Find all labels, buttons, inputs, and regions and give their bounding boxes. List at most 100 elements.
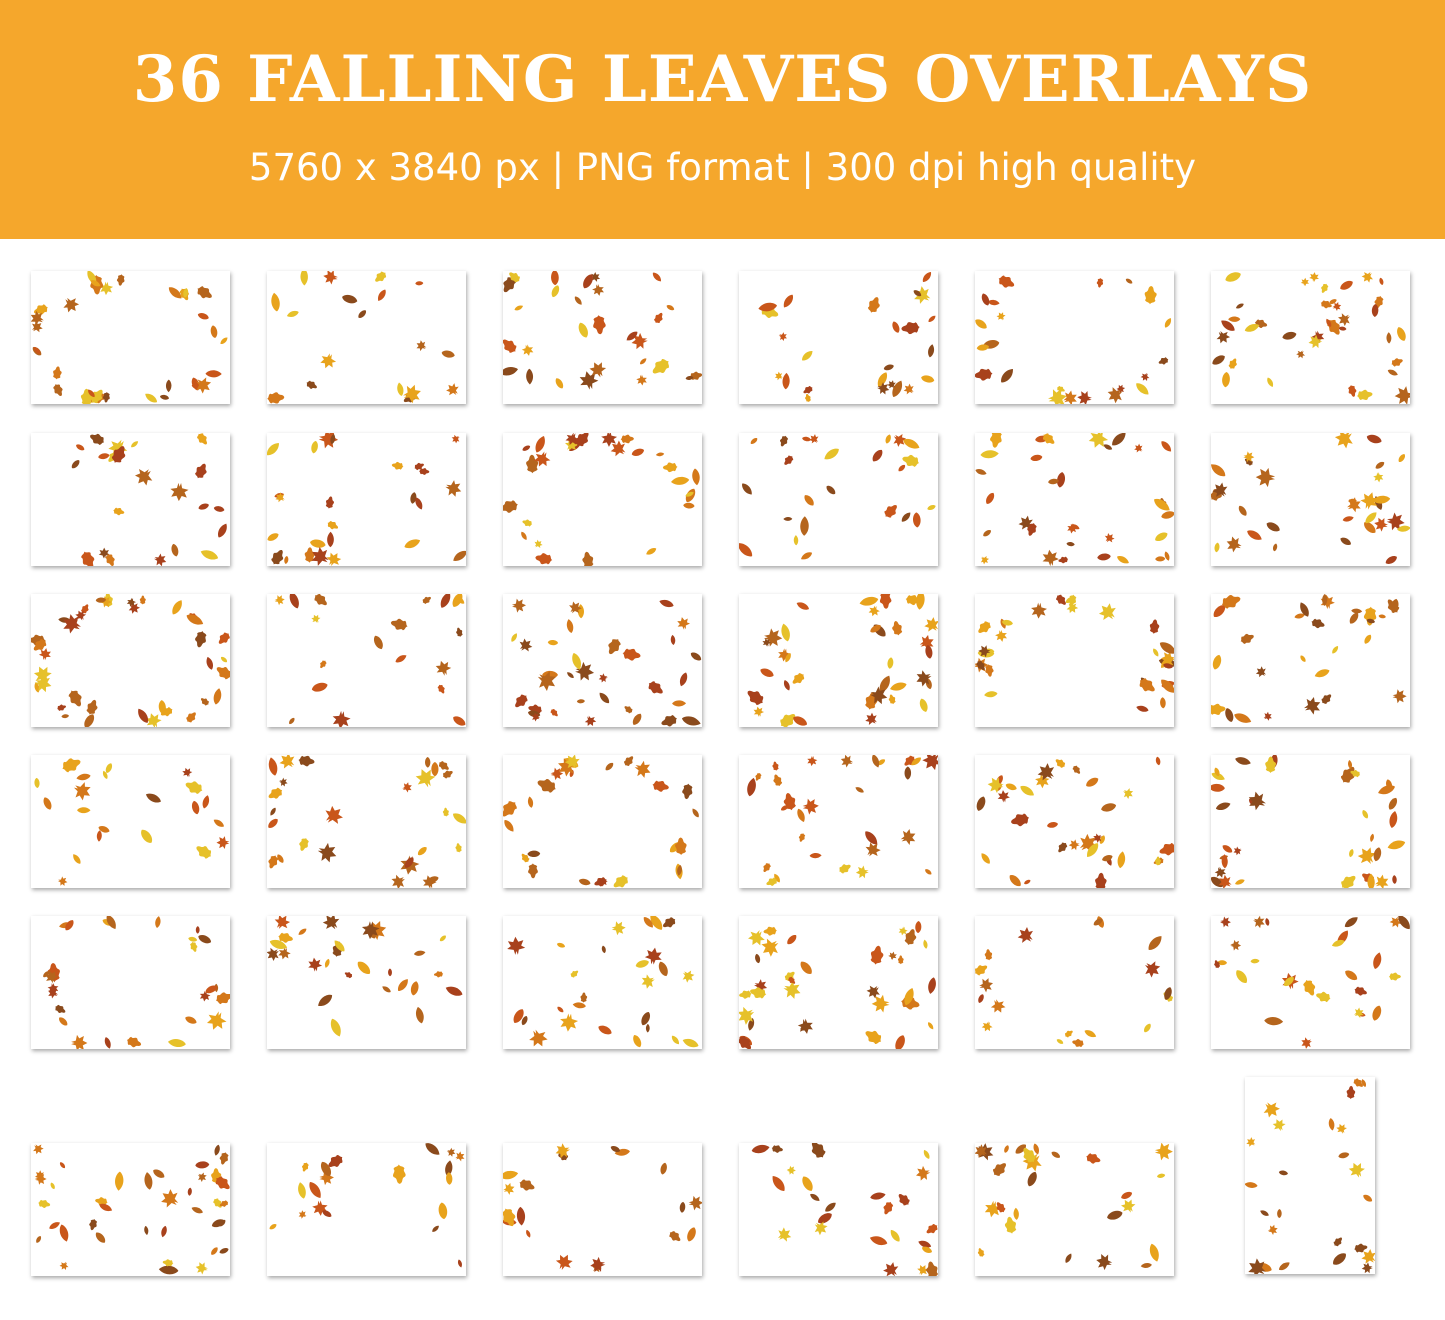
leaf-icon — [792, 673, 805, 684]
leaf-icon — [598, 673, 608, 683]
overlay-thumbnail — [31, 271, 230, 404]
leaves-illustration — [975, 275, 1172, 404]
leaf-icon — [772, 1176, 785, 1191]
leaf-icon — [1140, 1262, 1152, 1268]
leaf-icon — [504, 819, 514, 832]
leaf-icon — [446, 1172, 453, 1185]
leaf-icon — [877, 759, 886, 766]
leaf-icon — [1087, 843, 1099, 857]
leaf-icon — [579, 371, 599, 390]
leaf-icon — [1098, 603, 1116, 620]
leaf-icon — [33, 639, 47, 651]
overlay-thumbnail — [739, 271, 938, 404]
leaf-icon — [1267, 1224, 1278, 1236]
leaf-icon — [762, 638, 772, 647]
leaf-icon — [666, 305, 675, 311]
leaf-icon — [879, 675, 890, 693]
leaves-illustration — [758, 272, 936, 403]
leaf-icon — [145, 713, 162, 727]
overlay-thumbnail — [503, 1143, 702, 1276]
leaf-icon — [289, 717, 295, 725]
leaf-icon — [76, 444, 85, 451]
leaf-icon — [1367, 873, 1375, 888]
leaf-icon — [652, 272, 662, 282]
leaf-icon — [1338, 313, 1350, 327]
leaf-icon — [1027, 1171, 1037, 1187]
leaf-icon — [86, 699, 98, 715]
leaf-icon — [800, 961, 812, 974]
leaf-icon — [1158, 357, 1169, 365]
leaf-icon — [1149, 1243, 1159, 1262]
leaf-icon — [1260, 1210, 1269, 1216]
leaf-icon — [870, 624, 881, 633]
leaf-icon — [1344, 917, 1358, 928]
leaf-icon — [802, 436, 811, 442]
overlay-thumbnail — [975, 1143, 1174, 1276]
leaf-icon — [311, 682, 328, 692]
leaf-icon — [451, 434, 460, 444]
leaf-icon — [1222, 371, 1230, 388]
leaf-icon — [1018, 515, 1033, 530]
leaf-icon — [1001, 619, 1013, 626]
leaf-icon — [800, 516, 809, 536]
leaf-icon — [866, 985, 880, 999]
leaf-icon — [34, 777, 40, 788]
leaf-icon — [514, 305, 524, 311]
leaf-icon — [326, 552, 342, 566]
leaf-icon — [682, 970, 695, 983]
leaf-icon — [660, 1162, 667, 1175]
leaf-icon — [605, 762, 614, 771]
leaf-icon — [739, 543, 753, 557]
leaf-icon — [652, 780, 669, 792]
leaf-icon — [68, 690, 82, 707]
leaf-icon — [1373, 472, 1384, 483]
leaf-icon — [1047, 822, 1058, 828]
leaf-icon — [534, 451, 551, 467]
leaf-icon — [144, 1225, 149, 1236]
leaf-icon — [413, 950, 426, 956]
leaf-icon — [357, 961, 371, 974]
leaf-icon — [416, 1006, 424, 1024]
leaf-icon — [624, 706, 633, 714]
leaf-icon — [318, 433, 339, 449]
leaf-icon — [515, 694, 528, 708]
leaf-icon — [1336, 1123, 1347, 1134]
leaf-icon — [1333, 1237, 1342, 1247]
leaf-icon — [537, 671, 557, 691]
leaf-icon — [96, 830, 102, 842]
leaf-icon — [785, 652, 791, 663]
leaf-icon — [161, 1225, 167, 1238]
leaf-icon — [433, 971, 444, 978]
leaf-icon — [1043, 433, 1055, 444]
leaf-icon — [1125, 278, 1133, 284]
leaf-icon — [98, 825, 110, 833]
leaf-icon — [984, 1200, 1002, 1218]
leaf-icon — [916, 1165, 931, 1181]
leaf-icon — [1332, 301, 1342, 312]
leaf-icon — [308, 957, 323, 972]
leaf-icon — [975, 965, 988, 976]
leaf-icon — [1214, 767, 1220, 777]
leaf-icon — [904, 987, 914, 1006]
leaf-icon — [284, 556, 289, 564]
leaf-icon — [911, 757, 922, 766]
leaf-icon — [442, 770, 453, 779]
leaf-icon — [1296, 350, 1306, 359]
leaf-icon — [105, 554, 115, 566]
leaf-icon — [1216, 331, 1231, 344]
leaf-icon — [328, 1155, 343, 1167]
leaf-icon — [1357, 389, 1373, 401]
leaf-icon — [511, 633, 517, 642]
leaf-icon — [441, 350, 455, 358]
leaf-icon — [144, 1172, 153, 1190]
leaf-icon — [1211, 783, 1225, 792]
leaves-illustration — [751, 1143, 938, 1276]
leaf-icon — [215, 992, 230, 1005]
leaf-icon — [1363, 1194, 1373, 1202]
leaf-icon — [1107, 387, 1123, 404]
leaf-icon — [928, 344, 935, 358]
leaf-icon — [1154, 1143, 1173, 1161]
leaf-icon — [388, 968, 392, 977]
leaf-icon — [1314, 669, 1330, 678]
leaf-icon — [404, 539, 421, 549]
